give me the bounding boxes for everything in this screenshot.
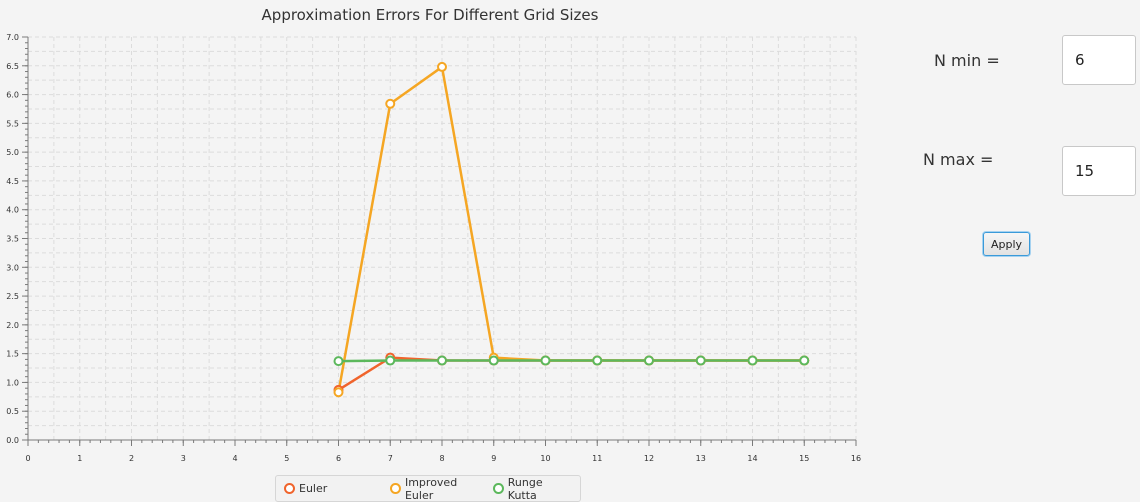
grid [27,36,857,441]
legend-symbol-euler [284,483,295,494]
data-point-runge-kutta [799,355,810,366]
n-min-label: N min = [934,51,1000,70]
x-tick-label: 15 [799,454,809,463]
legend-symbol-improved-euler [390,483,401,494]
legend-item-improved-euler: Improved Euler [390,476,485,502]
data-point-improved-euler [437,61,447,72]
y-tick-label: 1.0 [6,378,19,387]
x-tick-label: 0 [25,454,30,463]
y-tick-label: 4.5 [6,177,19,186]
y-tick-label: 0.0 [6,436,19,445]
legend-label-euler: Euler [299,482,328,495]
data-point-runge-kutta [333,356,344,367]
x-tick-label: 16 [851,454,861,463]
n-min-input[interactable] [1062,35,1136,85]
x-tick-label: 7 [388,454,393,463]
y-tick-label: 2.0 [6,321,19,330]
x-tick-label: 5 [284,454,289,463]
legend-symbol-runge-kutta [493,483,504,494]
y-tick-label: 3.0 [6,263,19,272]
x-tick-label: 4 [232,454,237,463]
chart-title: Approximation Errors For Different Grid … [262,6,599,24]
legend-label-improved-euler: Improved Euler [404,475,458,502]
x-tick-label: 12 [644,454,654,463]
y-tick-label: 1.5 [6,350,19,359]
x-tick-label: 11 [592,454,602,463]
data-point-runge-kutta [540,355,551,366]
n-max-label: N max = [923,150,994,169]
y-tick-label: 5.0 [6,148,19,157]
legend: Euler Improved Euler Runge Kutta [275,475,581,502]
x-tick-label: 13 [696,454,706,463]
y-tick-label: 4.0 [6,206,19,215]
y-tick-label: 7.0 [6,33,19,42]
data-point-improved-euler [333,387,344,398]
x-tick-label: 8 [439,454,444,463]
legend-label-runge-kutta: Runge Kutta [507,475,543,502]
data-point-runge-kutta [437,355,447,366]
data-point-runge-kutta [644,355,654,366]
x-tick-label: 2 [129,454,134,463]
x-tick-label: 1 [77,454,82,463]
data-point-runge-kutta [695,355,706,366]
x-tick-label: 10 [540,454,550,463]
y-tick-label: 5.5 [6,119,19,128]
series-line-runge-kutta [338,359,805,363]
series-layer [333,61,810,398]
legend-item-euler: Euler [284,482,327,495]
y-tick-label: 2.5 [6,292,19,301]
y-tick-label: 6.5 [6,62,19,71]
data-point-runge-kutta [747,355,758,366]
data-point-runge-kutta [385,355,396,366]
y-tick-label: 6.0 [6,91,19,100]
data-point-improved-euler [385,98,396,109]
y-tick-label: 0.5 [6,407,19,416]
x-tick-label: 3 [181,454,186,463]
x-tick-label: 9 [491,454,496,463]
data-point-runge-kutta [488,355,499,366]
legend-item-runge-kutta: Runge Kutta [493,476,572,502]
n-max-input[interactable] [1062,146,1136,196]
axes: 0 1 2 3 4 5 6 7 8 9 10 11 12 13 14 15 160.00.51.01.52.02… [6,33,861,463]
data-point-runge-kutta [592,355,603,366]
apply-button[interactable]: Apply [983,232,1030,256]
chart: Approximation Errors For Different Grid … [6,6,861,463]
x-tick-label: 6 [336,454,341,463]
y-tick-label: 3.5 [6,235,19,244]
x-tick-label: 14 [747,454,757,463]
